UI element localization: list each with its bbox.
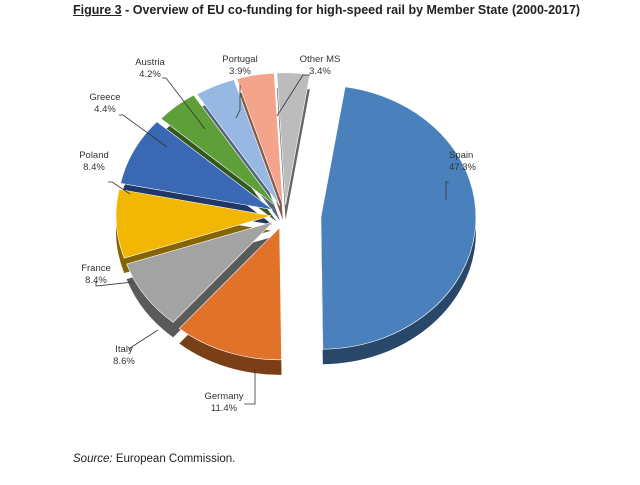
pie-slice-poland	[120, 121, 273, 210]
leader-line-portugal	[235, 85, 241, 119]
pie-slice-portugal	[236, 72, 284, 206]
leader-line-other-ms	[276, 74, 310, 117]
slice-value-italy: 8.6%	[113, 356, 135, 367]
leader-line-france	[95, 281, 134, 287]
pie-slice-germany	[178, 227, 282, 361]
slice-value-france: 8.4%	[85, 275, 107, 286]
pie-labels: Spain47.3%Germany11.4%Italy8.6%France8.4…	[79, 54, 476, 414]
slice-value-poland: 8.4%	[83, 162, 105, 173]
slice-label-greece: Greece	[89, 92, 120, 103]
slice-value-spain: 47.3%	[449, 162, 476, 173]
slice-label-italy: Italy	[115, 344, 133, 355]
source-note: Source: European Commission.	[73, 453, 235, 465]
pie-slice-other-ms	[276, 72, 311, 205]
pie-chart: Spain47.3%Germany11.4%Italy8.6%France8.4…	[79, 54, 477, 414]
slice-value-other-ms: 3.4%	[309, 66, 331, 77]
figure-number: Figure 3	[73, 3, 122, 17]
slice-label-portugal: Portugal	[222, 54, 257, 65]
figure-title-separator: -	[121, 3, 133, 17]
source-label: Source:	[73, 453, 113, 465]
slice-label-other-ms: Other MS	[300, 54, 341, 65]
leader-line-poland	[108, 181, 131, 195]
pie-slice-side-greece	[160, 95, 277, 222]
slice-value-austria: 4.2%	[139, 69, 161, 80]
slice-label-france: France	[81, 263, 111, 274]
slice-label-poland: Poland	[79, 150, 109, 161]
pie-slices	[115, 72, 477, 361]
pie-slice-italy	[126, 221, 275, 323]
slice-label-germany: Germany	[204, 391, 243, 402]
figure-title-text: Overview of EU co-funding for high-speed…	[132, 3, 581, 17]
leader-line-italy	[129, 329, 159, 350]
pie-slice-france	[115, 189, 272, 259]
pie-slice-greece	[160, 94, 277, 207]
leader-line-austria	[162, 77, 206, 130]
slice-label-austria: Austria	[135, 57, 165, 68]
figure-title: Figure 3 - Overview of EU co-funding for…	[73, 3, 580, 17]
leader-line-greece	[119, 114, 168, 148]
slice-value-portugal: 3.9%	[229, 66, 251, 77]
leader-line-spain	[445, 181, 449, 200]
slice-label-spain: Spain	[449, 150, 473, 161]
leader-line-germany	[244, 370, 256, 405]
source-text: European Commission.	[112, 453, 236, 465]
slice-value-greece: 4.4%	[94, 104, 116, 115]
pie-slice-austria	[196, 79, 281, 206]
slice-value-germany: 11.4%	[211, 403, 238, 414]
pie-slice-spain	[320, 86, 477, 350]
